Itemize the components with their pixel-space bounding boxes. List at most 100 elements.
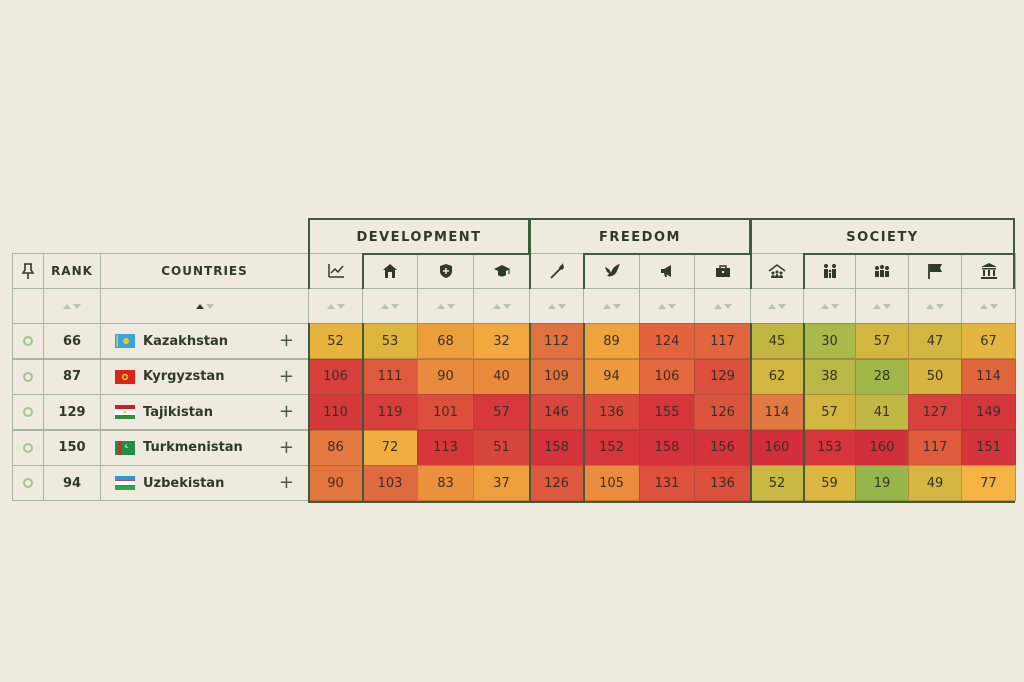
expand-plus-icon[interactable]: + bbox=[278, 365, 294, 387]
indicator-header-government-building[interactable] bbox=[961, 253, 1016, 289]
score-cell: 119 bbox=[362, 394, 418, 430]
group-separator bbox=[529, 323, 531, 501]
row-select-radio[interactable] bbox=[12, 358, 44, 395]
indicator-sort-toggle[interactable] bbox=[639, 288, 695, 324]
score-cell: 106 bbox=[308, 358, 363, 395]
expand-plus-icon[interactable]: + bbox=[278, 401, 294, 422]
rank-value: 150 bbox=[58, 440, 86, 455]
score-cell: 38 bbox=[803, 358, 856, 395]
score-cell: 158 bbox=[639, 429, 695, 466]
rank-header[interactable]: RANK bbox=[43, 253, 101, 289]
indicator-header-people-group[interactable] bbox=[855, 253, 909, 289]
score-cell: 160 bbox=[750, 429, 804, 466]
radio-circle-icon bbox=[23, 478, 33, 488]
score-cell: 51 bbox=[473, 429, 530, 466]
radio-circle-icon bbox=[23, 371, 33, 382]
group-label: DEVELOPMENT bbox=[356, 229, 482, 245]
radio-circle-icon bbox=[23, 407, 33, 417]
dove-icon bbox=[604, 264, 620, 277]
pin-icon bbox=[22, 263, 34, 279]
country-cell[interactable]: Kazakhstan + bbox=[100, 323, 309, 359]
indicator-header-home[interactable] bbox=[362, 253, 418, 289]
uzbekistan-flag bbox=[115, 476, 135, 490]
indicator-sort-toggle[interactable] bbox=[855, 288, 909, 324]
indicator-sort-toggle[interactable] bbox=[908, 288, 962, 324]
score-cell: 52 bbox=[750, 465, 804, 501]
rank-sort-toggle[interactable] bbox=[43, 288, 101, 324]
score-cell: 151 bbox=[961, 429, 1016, 466]
score-cell: 62 bbox=[750, 358, 804, 395]
expand-plus-icon[interactable]: + bbox=[278, 472, 294, 493]
country-cell[interactable]: Turkmenistan + bbox=[100, 429, 309, 466]
indicator-header-dove[interactable] bbox=[583, 253, 640, 289]
score-cell: 83 bbox=[417, 465, 474, 501]
indicator-sort-toggle[interactable] bbox=[961, 288, 1016, 324]
group-separator bbox=[362, 253, 364, 289]
indicator-sort-toggle[interactable] bbox=[529, 288, 584, 324]
country-cell[interactable]: Tajikistan + bbox=[100, 394, 309, 430]
score-cell: 109 bbox=[529, 358, 584, 395]
country-cell[interactable]: Uzbekistan + bbox=[100, 465, 309, 501]
indicator-sort-toggle[interactable] bbox=[803, 288, 856, 324]
score-cell: 129 bbox=[694, 358, 751, 395]
indicator-sort-toggle[interactable] bbox=[750, 288, 804, 324]
score-cell: 49 bbox=[908, 465, 962, 501]
indicator-header-trend-chart[interactable] bbox=[308, 253, 363, 289]
indicator-sort-toggle[interactable] bbox=[473, 288, 530, 324]
row-select-radio[interactable] bbox=[12, 465, 44, 501]
group-separator bbox=[308, 253, 310, 289]
indicator-header-community[interactable] bbox=[750, 253, 804, 289]
shield-icon bbox=[439, 264, 452, 278]
indicator-sort-toggle[interactable] bbox=[417, 288, 474, 324]
score-cell: 41 bbox=[855, 394, 909, 430]
home-icon bbox=[383, 264, 397, 278]
indicator-header-family[interactable] bbox=[803, 253, 856, 289]
score-cell: 117 bbox=[908, 429, 962, 466]
score-cell: 57 bbox=[473, 394, 530, 430]
indicator-sort-toggle[interactable] bbox=[308, 288, 363, 324]
indicator-header-torch[interactable] bbox=[529, 253, 584, 289]
score-cell: 117 bbox=[694, 323, 751, 359]
indicator-sort-toggle[interactable] bbox=[694, 288, 751, 324]
pin-column-header[interactable] bbox=[12, 253, 44, 289]
score-cell: 126 bbox=[694, 394, 751, 430]
flag-icon bbox=[928, 264, 942, 279]
indicator-header-graduation-cap[interactable] bbox=[473, 253, 530, 289]
row-select-radio[interactable] bbox=[12, 429, 44, 466]
group-separator bbox=[750, 253, 752, 289]
expand-plus-icon[interactable]: + bbox=[278, 330, 294, 351]
score-cell: 94 bbox=[583, 358, 640, 395]
countries-header[interactable]: COUNTRIES bbox=[100, 253, 309, 289]
group-label: FREEDOM bbox=[599, 229, 681, 245]
score-cell: 57 bbox=[855, 323, 909, 359]
rank-cell: 66 bbox=[43, 323, 101, 359]
score-cell: 52 bbox=[308, 323, 363, 359]
row-select-radio[interactable] bbox=[12, 323, 44, 359]
subgroup-bracket bbox=[583, 253, 751, 255]
community-icon bbox=[768, 264, 786, 278]
group-separator bbox=[803, 323, 805, 501]
expand-plus-icon[interactable]: + bbox=[278, 436, 294, 458]
country-name: Turkmenistan bbox=[143, 440, 243, 455]
countries-sort-toggle[interactable] bbox=[100, 288, 309, 324]
score-cell: 111 bbox=[362, 358, 418, 395]
country-cell[interactable]: Kyrgyzstan + bbox=[100, 358, 309, 395]
score-cell: 101 bbox=[417, 394, 474, 430]
group-separator bbox=[362, 323, 364, 501]
rank-cell: 94 bbox=[43, 465, 101, 501]
score-cell: 131 bbox=[639, 465, 695, 501]
score-cell: 45 bbox=[750, 323, 804, 359]
group-separator bbox=[583, 323, 585, 501]
score-cell: 59 bbox=[803, 465, 856, 501]
score-cell: 136 bbox=[694, 465, 751, 501]
indicator-sort-toggle[interactable] bbox=[362, 288, 418, 324]
score-cell: 113 bbox=[417, 429, 474, 466]
countries-header-label: COUNTRIES bbox=[161, 264, 248, 278]
row-select-radio[interactable] bbox=[12, 394, 44, 430]
score-cell: 114 bbox=[750, 394, 804, 430]
indicator-header-megaphone[interactable] bbox=[639, 253, 695, 289]
indicator-header-briefcase[interactable] bbox=[694, 253, 751, 289]
indicator-sort-toggle[interactable] bbox=[583, 288, 640, 324]
indicator-header-flag[interactable] bbox=[908, 253, 962, 289]
indicator-header-shield[interactable] bbox=[417, 253, 474, 289]
